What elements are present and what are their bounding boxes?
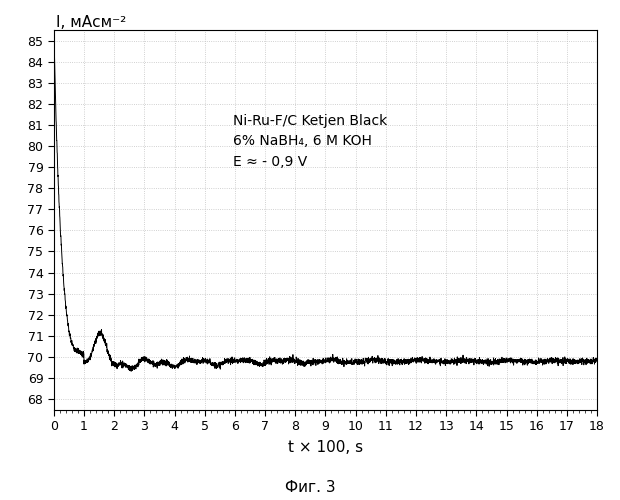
Text: Ni-Ru-F/C Ketjen Black
6% NaBH₄, 6 M KOH
E ≈ - 0,9 V: Ni-Ru-F/C Ketjen Black 6% NaBH₄, 6 M KOH… xyxy=(233,114,388,168)
Text: I, мАсм⁻²: I, мАсм⁻² xyxy=(56,15,126,30)
X-axis label: t × 100, s: t × 100, s xyxy=(288,440,363,455)
Text: Фиг. 3: Фиг. 3 xyxy=(285,480,335,495)
